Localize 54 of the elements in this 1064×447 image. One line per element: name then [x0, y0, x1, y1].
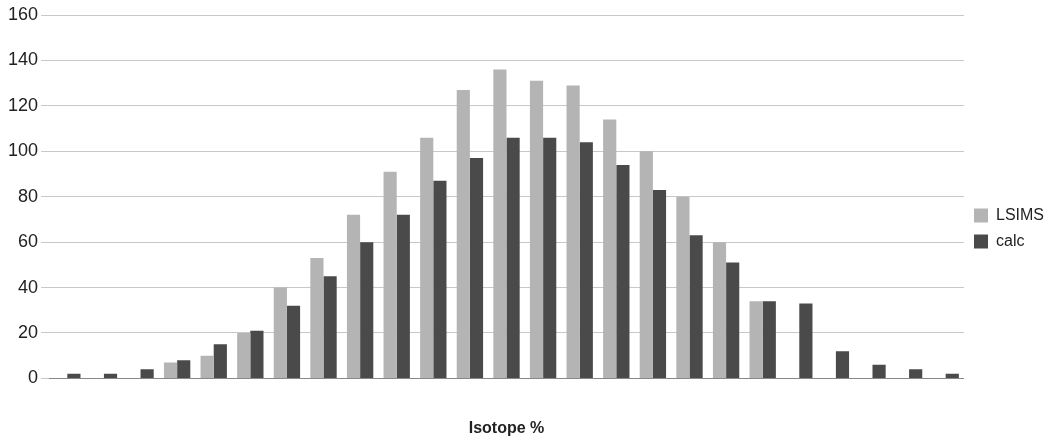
bar	[273, 287, 287, 378]
bar	[639, 151, 653, 378]
y-tick-label: 120	[7, 94, 39, 115]
bar	[346, 214, 361, 378]
bar	[493, 69, 507, 378]
bar	[383, 171, 397, 378]
bar	[323, 276, 337, 378]
bar	[749, 301, 763, 378]
bar	[529, 80, 544, 378]
bar	[177, 360, 191, 378]
y-tick-label: 0	[28, 367, 39, 388]
x-axis-title: Isotope %	[468, 418, 545, 436]
bar	[762, 301, 776, 378]
y-tick-label: 60	[18, 231, 39, 252]
y-tick-label: 40	[18, 276, 39, 297]
bar	[543, 137, 557, 378]
y-tick-label: 140	[7, 49, 39, 70]
bar	[835, 351, 850, 378]
bar	[506, 137, 520, 378]
bar	[67, 373, 81, 378]
bar	[909, 369, 923, 378]
bar	[200, 355, 214, 378]
bar	[579, 142, 593, 378]
bar	[652, 189, 667, 378]
bar	[237, 332, 251, 378]
bar	[469, 158, 484, 378]
legend-label: calc	[995, 231, 1025, 249]
bar	[163, 362, 178, 378]
bar	[616, 164, 630, 378]
y-tick-label: 100	[7, 140, 39, 161]
bar	[566, 85, 580, 378]
bar	[420, 137, 434, 378]
bar	[433, 180, 447, 378]
bar	[872, 364, 886, 378]
bar	[799, 303, 813, 378]
bar	[286, 305, 301, 378]
bar	[456, 89, 470, 378]
bar	[676, 196, 690, 378]
y-tick-label: 160	[7, 3, 39, 24]
bar	[213, 344, 227, 378]
bar	[360, 242, 374, 378]
bar	[689, 235, 703, 378]
y-tick-label: 80	[18, 185, 39, 206]
legend-label: LSIMS	[995, 205, 1044, 223]
bar	[712, 242, 727, 378]
y-tick-label: 20	[18, 321, 39, 342]
bar	[726, 262, 740, 378]
bar	[140, 369, 154, 378]
bar	[103, 373, 118, 378]
bar	[310, 258, 324, 378]
bar	[945, 373, 959, 378]
bar	[396, 214, 410, 378]
bar	[250, 330, 264, 378]
bar	[603, 119, 617, 378]
